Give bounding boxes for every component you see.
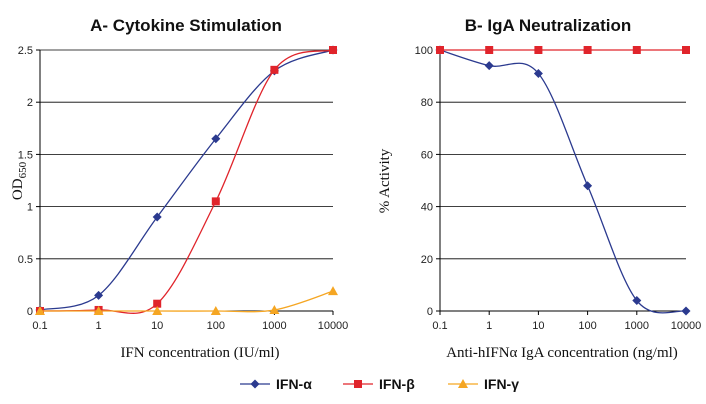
data-point-marker — [153, 299, 162, 308]
data-point-marker — [269, 304, 280, 314]
data-point-marker — [583, 181, 593, 191]
legend-marker — [458, 379, 468, 388]
y-tick-label: 0 — [427, 306, 433, 318]
y-tick-label: 60 — [421, 149, 433, 161]
y-tick-label: 0 — [27, 306, 33, 318]
data-point-marker — [270, 65, 279, 74]
x-tick-label: 10000 — [318, 320, 349, 332]
data-point-marker — [211, 197, 220, 206]
data-point-marker — [534, 46, 543, 54]
x-tick-label: 0.1 — [32, 320, 47, 332]
series-line — [439, 49, 687, 314]
panel-a: A- Cytokine Stimulation 0 0.5 1 1.5 2 2.5 0.1… — [10, 16, 348, 361]
legend-marker — [250, 379, 260, 389]
data-point-marker — [152, 306, 163, 315]
legend-label: IFN-α — [276, 376, 312, 392]
y-tick-label: 80 — [421, 97, 433, 109]
legend-marker — [354, 380, 362, 388]
data-point-marker — [484, 61, 494, 71]
panel-b-grid — [439, 49, 686, 312]
data-point-marker — [485, 46, 494, 54]
x-tick-label: 10 — [532, 320, 544, 332]
panel-a-title: A- Cytokine Stimulation — [90, 16, 282, 35]
y-tick-label: 1 — [27, 202, 33, 214]
data-point-marker — [328, 286, 338, 296]
data-point-marker — [93, 306, 104, 315]
data-point-marker — [210, 306, 221, 315]
legend-item: IFN-α — [240, 376, 312, 392]
y-tick-label: 2.5 — [18, 45, 33, 57]
data-point-marker — [682, 46, 690, 54]
x-tick-label: 100 — [578, 320, 596, 332]
panel-b-y-axis-label: % Activity — [377, 148, 393, 213]
data-point-marker — [533, 68, 543, 78]
series-line — [40, 290, 334, 313]
data-point-marker — [94, 290, 104, 300]
data-point-marker — [152, 212, 162, 222]
data-point-marker — [35, 306, 45, 315]
y-tick-label: 0.5 — [18, 254, 33, 266]
x-tick-label: 1 — [96, 320, 102, 332]
panel-a-y-axis-label-sub: 650 — [17, 161, 29, 178]
y-tick-label: 40 — [421, 202, 433, 214]
y-tick-label: 100 — [415, 45, 433, 57]
panel-a-y-axis-label-main: OD — [10, 178, 26, 200]
x-tick-label: 10 — [151, 320, 163, 332]
y-tick-label: 20 — [421, 254, 433, 266]
panel-a-y-axis-label: OD650 — [10, 161, 29, 200]
y-tick-label: 1.5 — [18, 149, 33, 161]
data-point-marker — [211, 134, 221, 144]
panel-a-x-ticks: 0.1 1 10 100 1000 10000 — [32, 311, 348, 332]
panel-a-series — [35, 45, 338, 315]
panel-a-y-ticks: 0 0.5 1 1.5 2 2.5 — [18, 45, 40, 318]
series-line — [39, 49, 334, 314]
legend-label: IFN-β — [379, 376, 415, 392]
legend-label: IFN-γ — [484, 376, 519, 392]
x-tick-label: 1 — [486, 320, 492, 332]
panel-b-y-ticks: 0 20 40 60 80 100 — [415, 45, 440, 318]
data-point-marker — [583, 46, 592, 54]
x-tick-label: 1000 — [625, 320, 649, 332]
panel-b-x-axis-label: Anti-hIFNα IgA concentration (ng/ml) — [446, 345, 678, 361]
x-tick-label: 10000 — [671, 320, 702, 332]
y-tick-label: 2 — [27, 97, 33, 109]
panel-b-x-ticks: 0.1 1 10 100 1000 10000 — [432, 311, 701, 332]
legend: IFN-α IFN-β IFN-γ — [240, 376, 519, 392]
panel-a-x-axis-label: IFN concentration (IU/ml) — [120, 345, 279, 361]
x-tick-label: 1000 — [262, 320, 286, 332]
panel-b-title: B- IgA Neutralization — [465, 16, 632, 35]
legend-item: IFN-β — [343, 376, 415, 392]
panel-b-series — [435, 45, 691, 316]
data-point-marker — [436, 46, 444, 54]
legend-item: IFN-γ — [448, 376, 519, 392]
panel-b: B- IgA Neutralization 0 20 40 60 80 100 0.1 1 1… — [377, 16, 701, 361]
panel-a-grid — [39, 49, 333, 312]
x-tick-label: 0.1 — [432, 320, 447, 332]
data-point-marker — [632, 46, 641, 54]
x-tick-label: 100 — [207, 320, 225, 332]
data-point-marker — [329, 46, 337, 54]
data-point-marker — [681, 306, 691, 316]
data-point-marker — [632, 296, 642, 306]
series-line — [39, 49, 334, 311]
